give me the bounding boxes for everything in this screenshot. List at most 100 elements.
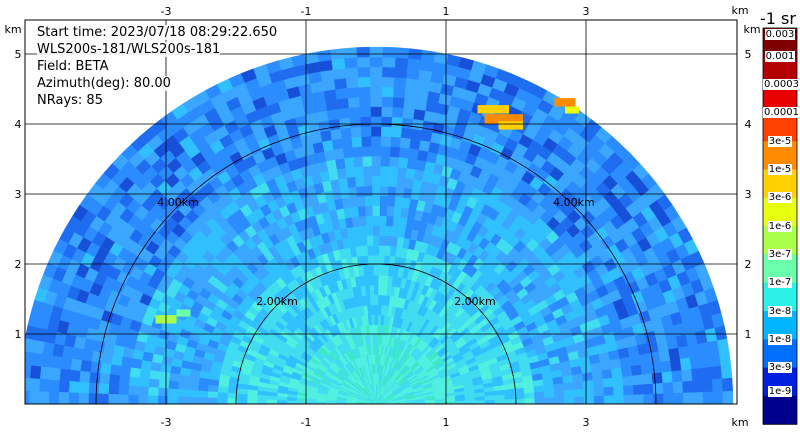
sector-cell	[370, 116, 382, 127]
y-tick-label-left: 5	[15, 48, 22, 61]
sector-cell	[70, 358, 82, 372]
sector-cell	[355, 185, 365, 197]
sector-cell	[381, 66, 395, 78]
sector-cell	[348, 196, 358, 208]
x-tick-label-bottom: -1	[301, 416, 312, 429]
sector-cell	[227, 398, 238, 404]
sector-cell	[28, 390, 40, 404]
y-tick-label-left: 4	[15, 118, 22, 131]
sector-cell	[593, 386, 605, 397]
sector-cell	[98, 393, 109, 404]
sector-cell	[385, 225, 393, 237]
sector-cell	[58, 380, 70, 393]
sector-cell	[651, 371, 664, 384]
sector-cell	[331, 138, 343, 150]
sector-cell	[544, 397, 555, 404]
sector-cell	[168, 373, 181, 383]
sector-cell	[393, 206, 402, 218]
sector-cell	[415, 159, 427, 172]
sector-cell	[369, 46, 383, 58]
sector-cell	[583, 387, 595, 397]
sector-cell	[392, 96, 405, 109]
sector-cell	[702, 378, 714, 393]
sector-cell	[394, 57, 409, 69]
sector-cell	[409, 138, 421, 150]
sector-cell	[371, 155, 381, 167]
sector-cell	[167, 396, 179, 404]
sector-cell	[371, 165, 381, 177]
sector-cell	[276, 400, 287, 404]
colorbar-tick-label: 1e-7	[767, 277, 793, 289]
sector-cell	[603, 394, 615, 404]
info-nrays: NRays: 85	[37, 93, 103, 108]
sector-cell	[386, 195, 396, 207]
sector-cell	[246, 398, 258, 404]
y-tick-label-right: 5	[745, 48, 752, 61]
sector-cell	[563, 381, 575, 391]
sector-cell	[379, 215, 387, 227]
colorbar-tick-label: 1e-9	[767, 386, 793, 398]
sector-cell	[378, 235, 386, 246]
sector-cell	[382, 265, 390, 276]
sector-cell	[357, 205, 366, 217]
sector-cell	[323, 89, 337, 102]
sector-cell	[414, 98, 428, 111]
sector-cell	[158, 379, 170, 389]
sector-cell	[344, 67, 359, 79]
range-ring-label: 4.00km	[157, 196, 199, 209]
sector-cell	[197, 397, 208, 404]
sector-cell	[716, 338, 730, 354]
sector-cell	[341, 137, 353, 149]
sector-cell	[380, 136, 392, 147]
sector-cell	[256, 399, 268, 404]
sector-cell	[110, 354, 123, 367]
sector-cell	[167, 388, 179, 397]
sector-cell	[355, 46, 370, 58]
sector-cell	[389, 245, 397, 257]
sector-cell	[342, 47, 358, 59]
sector-cell	[319, 69, 335, 82]
sector-cell	[187, 382, 199, 392]
sector-cell	[672, 381, 684, 394]
sector-cell	[25, 351, 33, 366]
sector-cell	[369, 56, 383, 68]
axis-unit-label: km	[743, 23, 760, 36]
sector-cell	[382, 46, 397, 58]
sector-cell	[406, 58, 422, 70]
high-backscatter-patch	[498, 121, 523, 130]
sector-cell	[324, 98, 338, 111]
sector-cell	[372, 205, 380, 216]
sector-cell	[108, 393, 119, 404]
sector-cell	[376, 334, 381, 345]
sector-cell	[681, 368, 693, 382]
sector-cell	[397, 156, 409, 169]
sector-cell	[643, 393, 654, 404]
sector-cell	[378, 225, 387, 236]
sector-cell	[663, 392, 674, 404]
sector-cell	[109, 364, 122, 376]
sector-cell	[377, 324, 381, 335]
sector-cell	[338, 117, 351, 129]
sector-cell	[611, 367, 623, 378]
sector-cell	[357, 66, 371, 78]
sector-cell	[30, 352, 43, 367]
sector-cell	[333, 77, 347, 90]
sector-cell	[372, 235, 380, 246]
y-tick-label-right: 4	[745, 118, 752, 131]
sector-cell	[380, 155, 390, 167]
sector-cell	[402, 107, 415, 120]
sector-cell	[332, 68, 347, 80]
sector-cell	[689, 355, 702, 370]
sector-cell	[69, 369, 81, 383]
sector-cell	[411, 118, 424, 131]
sector-cell	[374, 324, 378, 335]
sector-cell	[129, 367, 141, 378]
sector-cell	[700, 366, 713, 381]
sector-cell	[474, 399, 486, 404]
sector-cell	[613, 385, 624, 396]
sector-cell	[48, 391, 60, 404]
sector-cell	[524, 397, 535, 404]
sector-cell	[381, 76, 395, 88]
sector-cell	[177, 389, 189, 398]
x-tick-label-top: -3	[161, 5, 172, 18]
